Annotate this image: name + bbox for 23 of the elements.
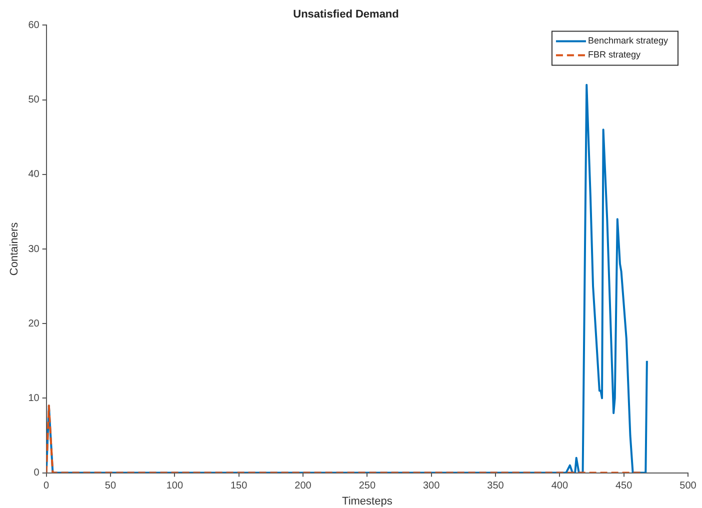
- x-tick-label: 250: [358, 480, 376, 492]
- x-tick-label: 300: [422, 480, 440, 492]
- x-tick-label: 50: [104, 480, 116, 492]
- x-tick-label: 450: [615, 480, 633, 492]
- y-tick-label: 50: [28, 94, 40, 106]
- x-tick-label: 200: [294, 480, 312, 492]
- y-axis-title: Containers: [8, 222, 21, 276]
- x-tick-label: 100: [166, 480, 184, 492]
- x-axis-title: Timesteps: [342, 495, 393, 508]
- chart-title: Unsatisfied Demand: [293, 8, 399, 21]
- y-tick-label: 60: [28, 20, 40, 31]
- x-tick-label: 0: [44, 480, 50, 492]
- y-tick-label: 10: [28, 392, 40, 404]
- x-tick-label: 350: [487, 480, 504, 492]
- legend-label: FBR strategy: [588, 50, 641, 60]
- x-tick-label: 500: [680, 480, 697, 492]
- x-tick-label: 400: [551, 480, 568, 492]
- legend-label: Benchmark strategy: [588, 36, 668, 46]
- y-tick-label: 20: [28, 318, 40, 330]
- y-tick-label: 40: [28, 169, 40, 180]
- y-tick-label: 0: [34, 468, 40, 479]
- x-tick-label: 150: [230, 480, 248, 492]
- y-tick-label: 30: [28, 244, 40, 255]
